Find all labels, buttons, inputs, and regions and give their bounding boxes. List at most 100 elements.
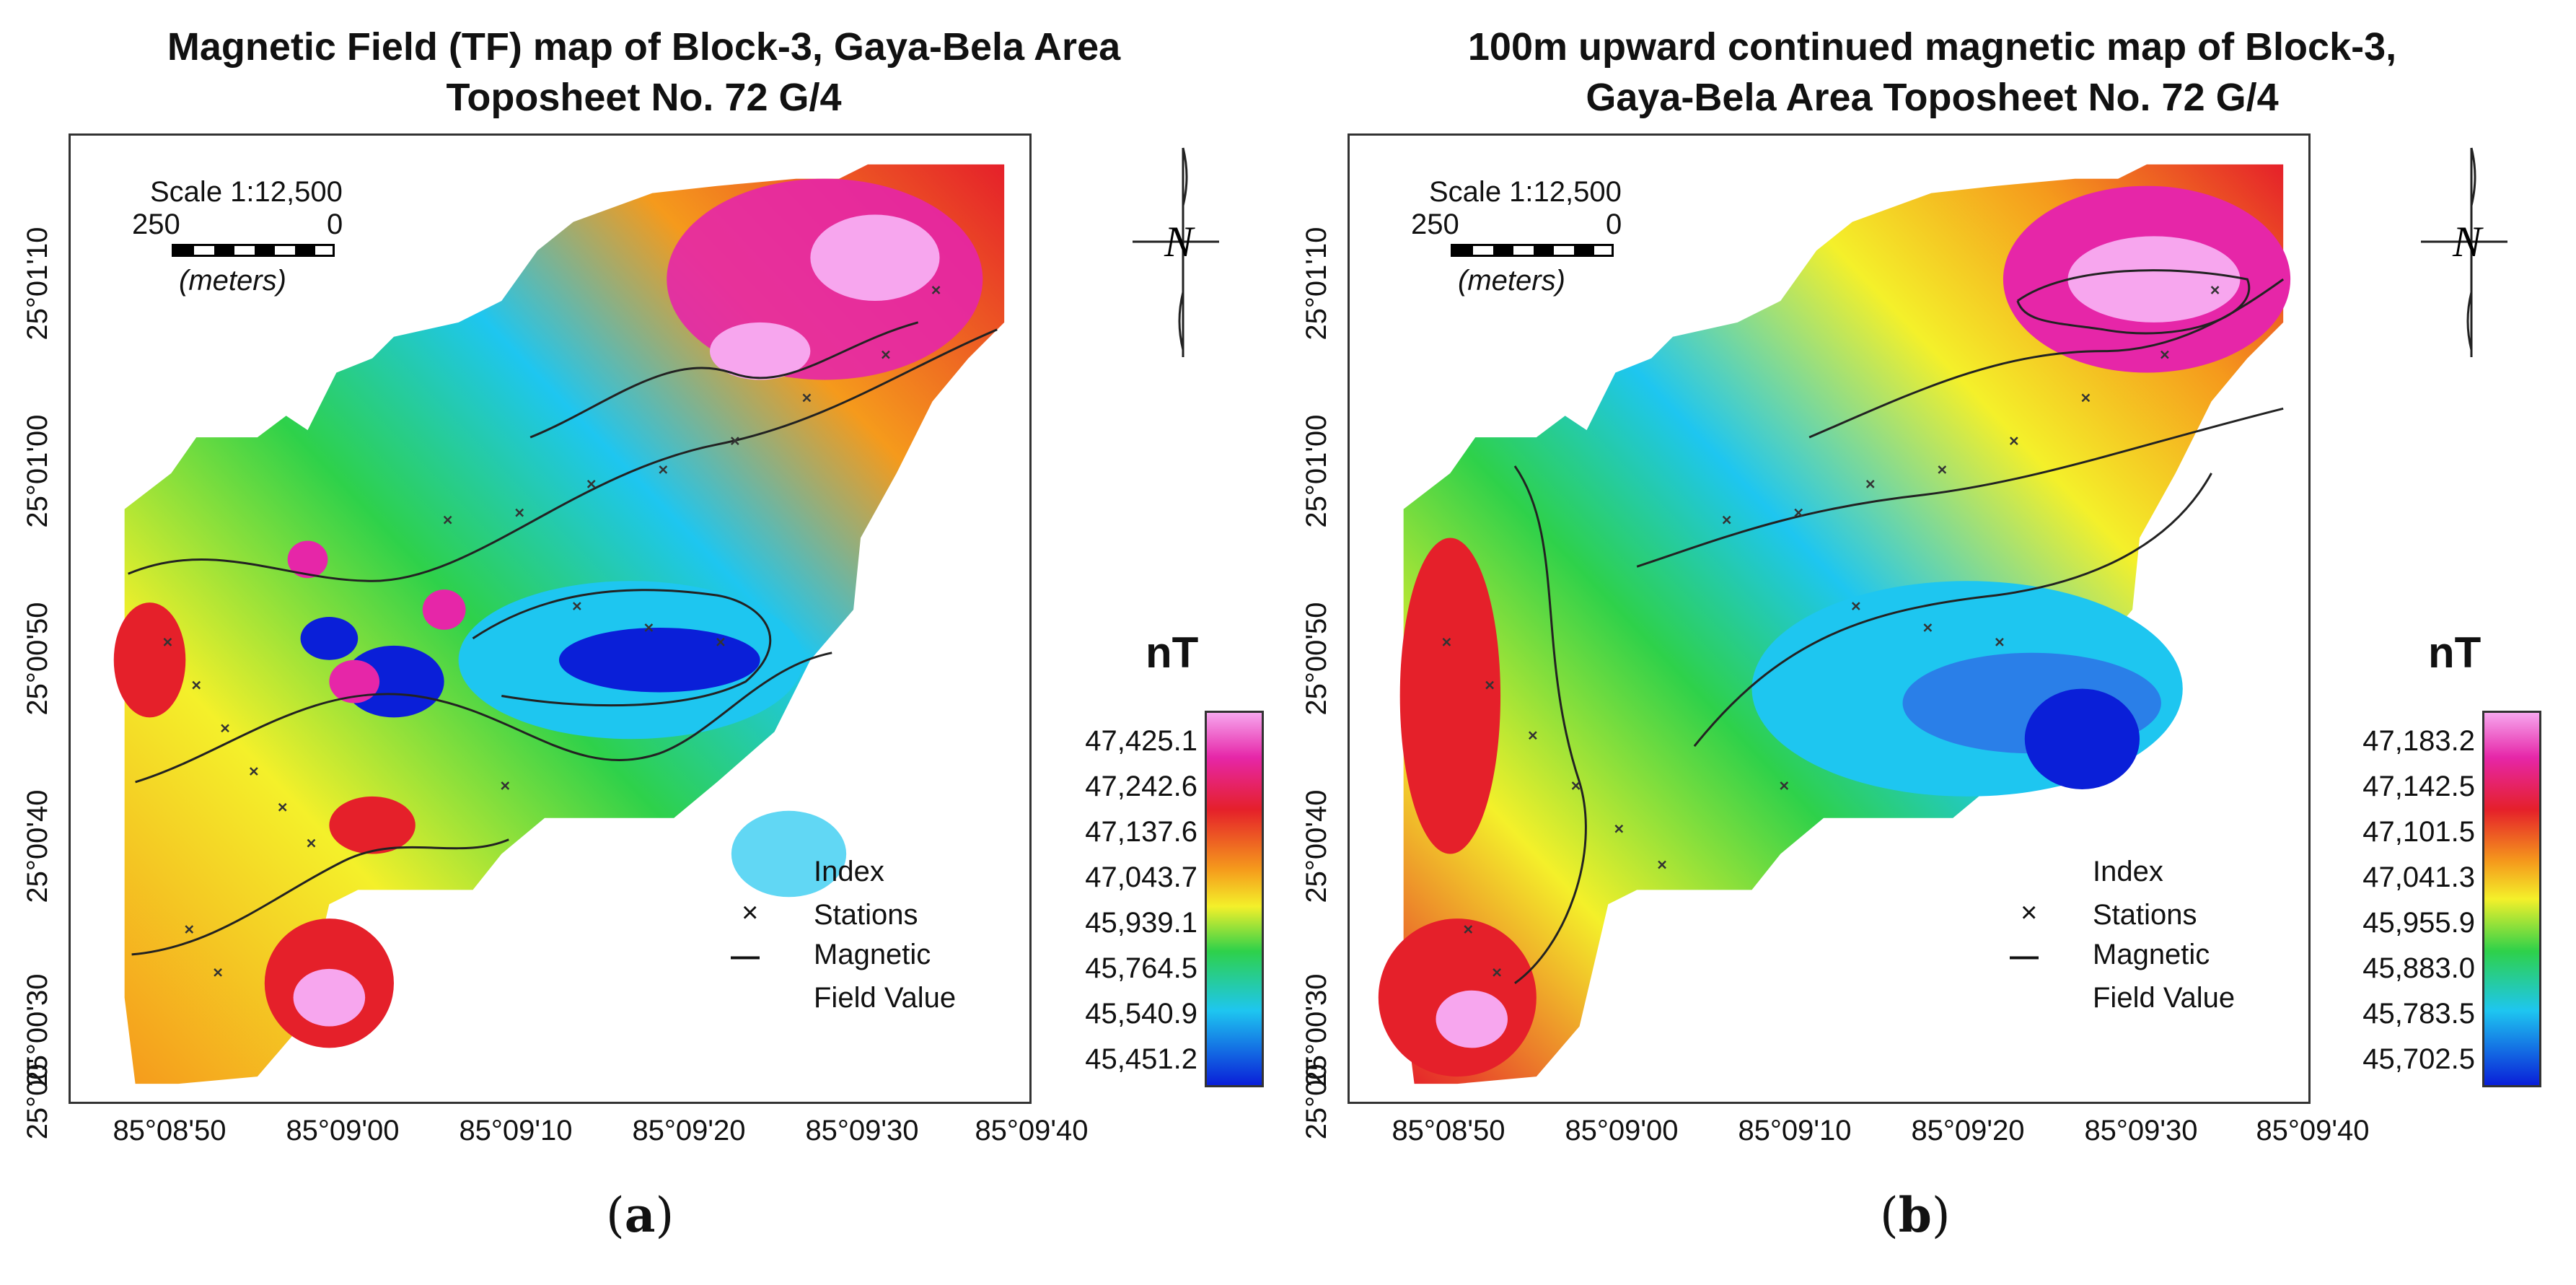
- station-legend-icon: ×: [2021, 897, 2038, 929]
- colorbar-label: 47,425.1: [1085, 725, 1197, 757]
- colorbar: [1205, 711, 1264, 1087]
- anomaly-high: [1399, 538, 1501, 854]
- magnetic-map: [113, 164, 1005, 1084]
- contour-line: [131, 838, 509, 956]
- lon-tick-label: 85°09'00: [1565, 1115, 1679, 1146]
- anomaly-low: [343, 645, 444, 718]
- lat-tick-label: 25°00'40: [1301, 789, 1332, 903]
- contour-line: [1636, 407, 2284, 568]
- lat-tick-label: 25°01'00: [1301, 414, 1332, 528]
- legend-index-line-2: Stations: [2093, 899, 2197, 931]
- colorbar-label: 47,183.2: [2362, 725, 2475, 757]
- colorbar-label: 45,939.1: [1085, 907, 1197, 939]
- scale-text: Scale 1:12,500: [1429, 176, 1622, 208]
- colorbar: [2482, 711, 2541, 1087]
- north-arrow-icon: N: [1133, 147, 1219, 357]
- anomaly-low: [558, 627, 760, 693]
- anomaly-high: [710, 322, 811, 380]
- panel-a: Magnetic Field (TF) map of Block-3, Gaya…: [0, 22, 1288, 1243]
- contour-line: [2016, 269, 2251, 335]
- contour-line: [1513, 465, 1587, 984]
- colorbar-label: 45,783.5: [2362, 998, 2475, 1030]
- north-label: N: [1164, 218, 1195, 266]
- contour-legend-icon: —: [731, 940, 760, 972]
- scale-right-value: 0: [327, 209, 343, 240]
- lat-tick-label: 25°00': [1301, 1058, 1332, 1140]
- lat-tick-label: 25°00'40: [22, 789, 53, 903]
- lon-tick-label: 85°08'50: [113, 1115, 227, 1146]
- legend-field-line-2: Field Value: [814, 982, 957, 1014]
- legend-field: Magnetic Field Value: [814, 933, 956, 1019]
- legend-field-line-1: Magnetic: [2093, 939, 2210, 970]
- contour-line: [1693, 473, 2212, 747]
- lat-tick-label: 25°01'10: [22, 227, 53, 341]
- colorbar-label: 47,041.3: [2362, 861, 2475, 893]
- title-line-1: 100m upward continued magnetic map of Bl…: [1467, 25, 2397, 69]
- lat-tick-label: 25°01'10: [1301, 227, 1332, 341]
- lon-tick-label: 85°09'10: [459, 1115, 573, 1146]
- title-line-1: Magnetic Field (TF) map of Block-3, Gaya…: [167, 25, 1121, 69]
- colorbar-label: 45,955.9: [2362, 907, 2475, 939]
- anomaly-low: [2024, 688, 2140, 789]
- scale-text: Scale 1:12,500: [150, 176, 343, 208]
- colorbar-label: 45,883.0: [2362, 952, 2475, 984]
- panel-title: Magnetic Field (TF) map of Block-3, Gaya…: [0, 22, 1288, 123]
- colorbar-label: 47,242.6: [1085, 771, 1197, 802]
- scale-left-value: 250: [132, 209, 180, 240]
- contour-line: [472, 589, 772, 707]
- scale-bar: [1451, 244, 1614, 257]
- anomaly-high: [113, 602, 186, 718]
- lat-tick-label: 25°01'00: [22, 414, 53, 528]
- lat-tick-label: 25°00'50: [22, 602, 53, 716]
- caption-a: (a): [606, 1187, 674, 1243]
- map-frame: Scale 1:12,500 250 0 (meters) × Index St…: [69, 133, 1032, 1104]
- lon-tick-label: 85°09'20: [1911, 1115, 2025, 1146]
- scale-units: (meters): [1458, 265, 1565, 297]
- station-legend-icon: ×: [742, 897, 759, 929]
- anomaly-high: [329, 796, 416, 854]
- contour-line: [135, 652, 832, 784]
- panel-title: 100m upward continued magnetic map of Bl…: [1288, 22, 2576, 123]
- upward-continued-map: [1378, 164, 2291, 1084]
- colorbar-label: 47,043.7: [1085, 861, 1197, 893]
- panel-b: 100m upward continued magnetic map of Bl…: [1288, 0, 2576, 1285]
- north-arrow-icon: N: [2421, 147, 2507, 357]
- anomaly-high: [810, 214, 940, 301]
- anomaly-low: [731, 810, 847, 898]
- contour-line: [128, 328, 998, 582]
- anomaly-low: [300, 617, 359, 660]
- lon-tick-label: 85°09'30: [2084, 1115, 2198, 1146]
- lon-tick-label: 85°09'20: [632, 1115, 746, 1146]
- anomaly-high: [1436, 990, 1508, 1048]
- anomaly-high: [287, 540, 328, 579]
- colorbar-label: 45,540.9: [1085, 998, 1197, 1030]
- lon-tick-label: 85°08'50: [1392, 1115, 1505, 1146]
- legend-field-line-1: Magnetic: [814, 939, 931, 970]
- lon-tick-label: 85°09'40: [975, 1115, 1089, 1146]
- colorbar-label: 45,764.5: [1085, 952, 1197, 984]
- legend-index-line-1: Index: [814, 856, 884, 887]
- anomaly-high: [2067, 236, 2241, 323]
- title-line-2: Toposheet No. 72 G/4: [446, 76, 842, 119]
- caption-b: (b): [1880, 1187, 1951, 1243]
- title-line-2: Gaya-Bela Area Toposheet No. 72 G/4: [1586, 76, 2279, 119]
- unit-label: nT: [1146, 628, 1199, 677]
- scale-units: (meters): [179, 265, 286, 297]
- legend-index: Index Stations: [814, 850, 918, 937]
- colorbar-label: 47,137.6: [1085, 816, 1197, 848]
- scale-right-value: 0: [1606, 209, 1622, 240]
- lat-tick-label: 25°00': [22, 1058, 53, 1140]
- scale-left-value: 250: [1411, 209, 1459, 240]
- legend-field-line-2: Field Value: [2093, 982, 2236, 1014]
- map-frame: Scale 1:12,500 250 0 (meters) × Index St…: [1348, 133, 2311, 1104]
- lon-tick-label: 85°09'40: [2256, 1115, 2370, 1146]
- anomaly-high: [329, 659, 380, 703]
- lon-tick-label: 85°09'10: [1738, 1115, 1852, 1146]
- colorbar-label: 45,451.2: [1085, 1043, 1197, 1075]
- north-label: N: [2452, 218, 2484, 266]
- station-markers: [163, 286, 941, 977]
- anomaly-high: [293, 968, 366, 1027]
- lat-tick-label: 25°00'50: [1301, 602, 1332, 716]
- contour-line: [529, 321, 919, 439]
- lon-tick-label: 85°09'00: [286, 1115, 400, 1146]
